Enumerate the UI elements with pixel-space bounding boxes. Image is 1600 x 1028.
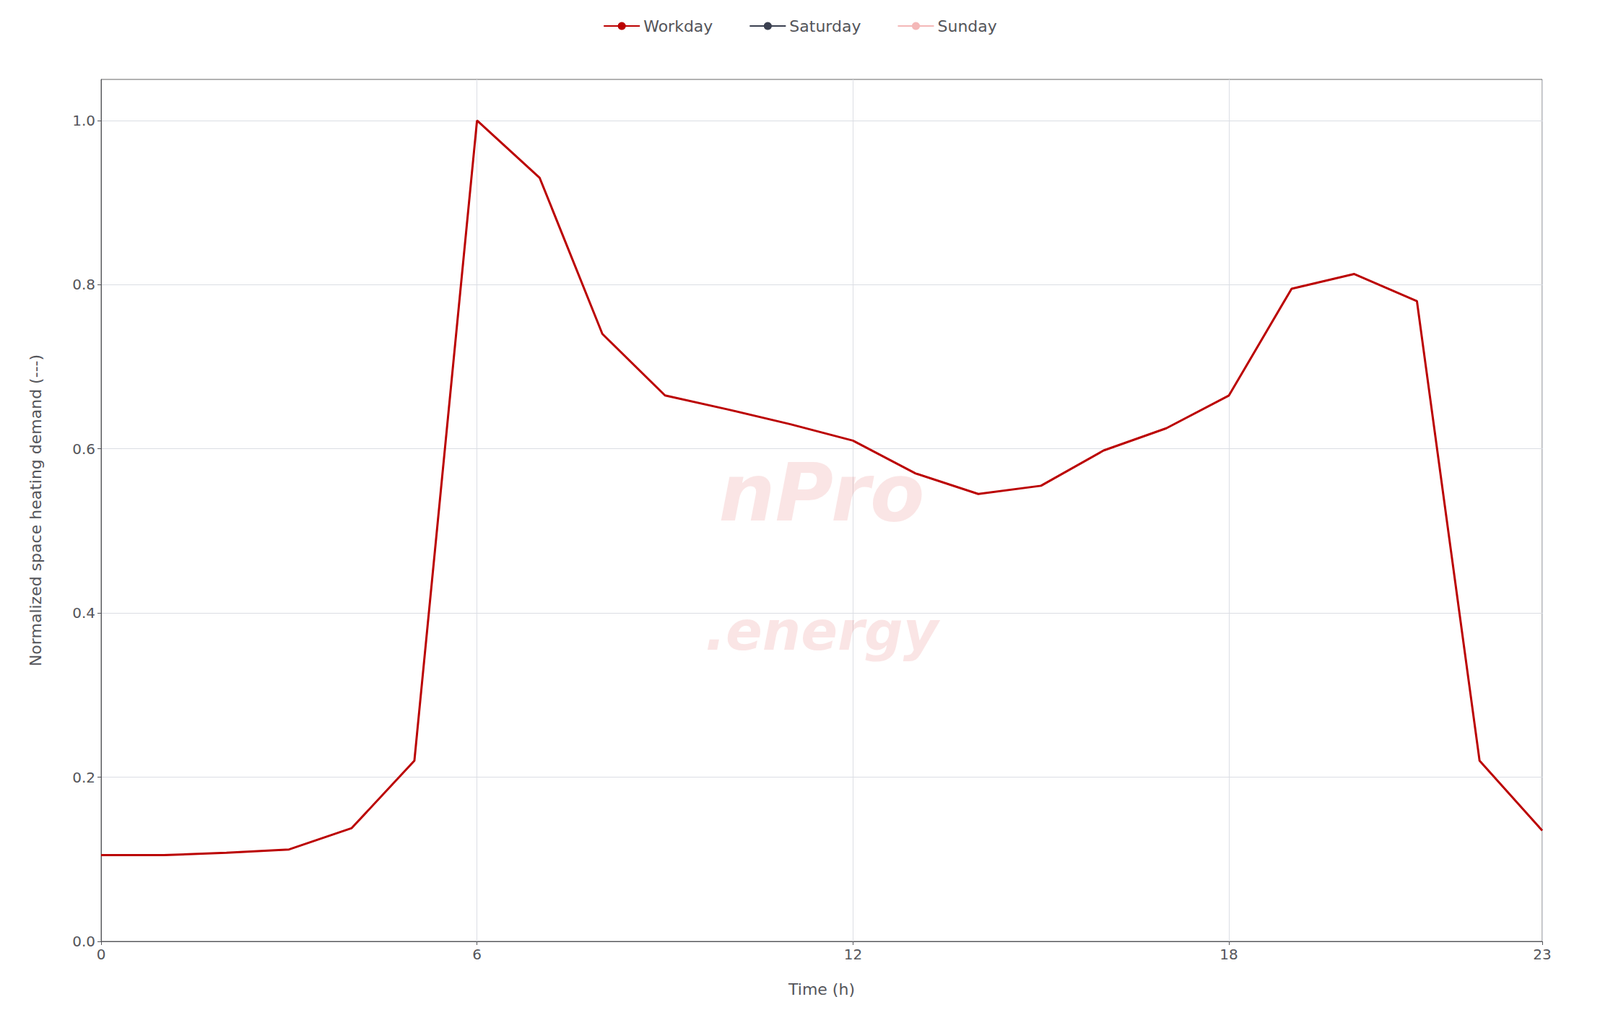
svg-text:Workday: Workday: [643, 17, 713, 36]
svg-text:.energy: .energy: [704, 599, 941, 663]
svg-text:Time (h): Time (h): [787, 980, 855, 999]
svg-text:Saturday: Saturday: [789, 17, 861, 36]
svg-text:0: 0: [96, 945, 107, 964]
svg-text:18: 18: [1219, 945, 1238, 964]
svg-text:0.2: 0.2: [72, 768, 96, 787]
svg-text:1.0: 1.0: [72, 111, 96, 130]
svg-text:0.4: 0.4: [72, 604, 96, 622]
svg-text:0.6: 0.6: [72, 440, 96, 458]
svg-text:Normalized space heating deman: Normalized space heating demand (---): [26, 354, 45, 667]
svg-text:12: 12: [844, 945, 863, 964]
svg-text:6: 6: [472, 945, 482, 964]
svg-text:0.0: 0.0: [72, 932, 96, 951]
svg-text:Sunday: Sunday: [937, 17, 997, 36]
svg-text:nPro: nPro: [718, 447, 925, 540]
svg-text:23: 23: [1532, 945, 1551, 964]
svg-text:0.8: 0.8: [72, 275, 96, 294]
